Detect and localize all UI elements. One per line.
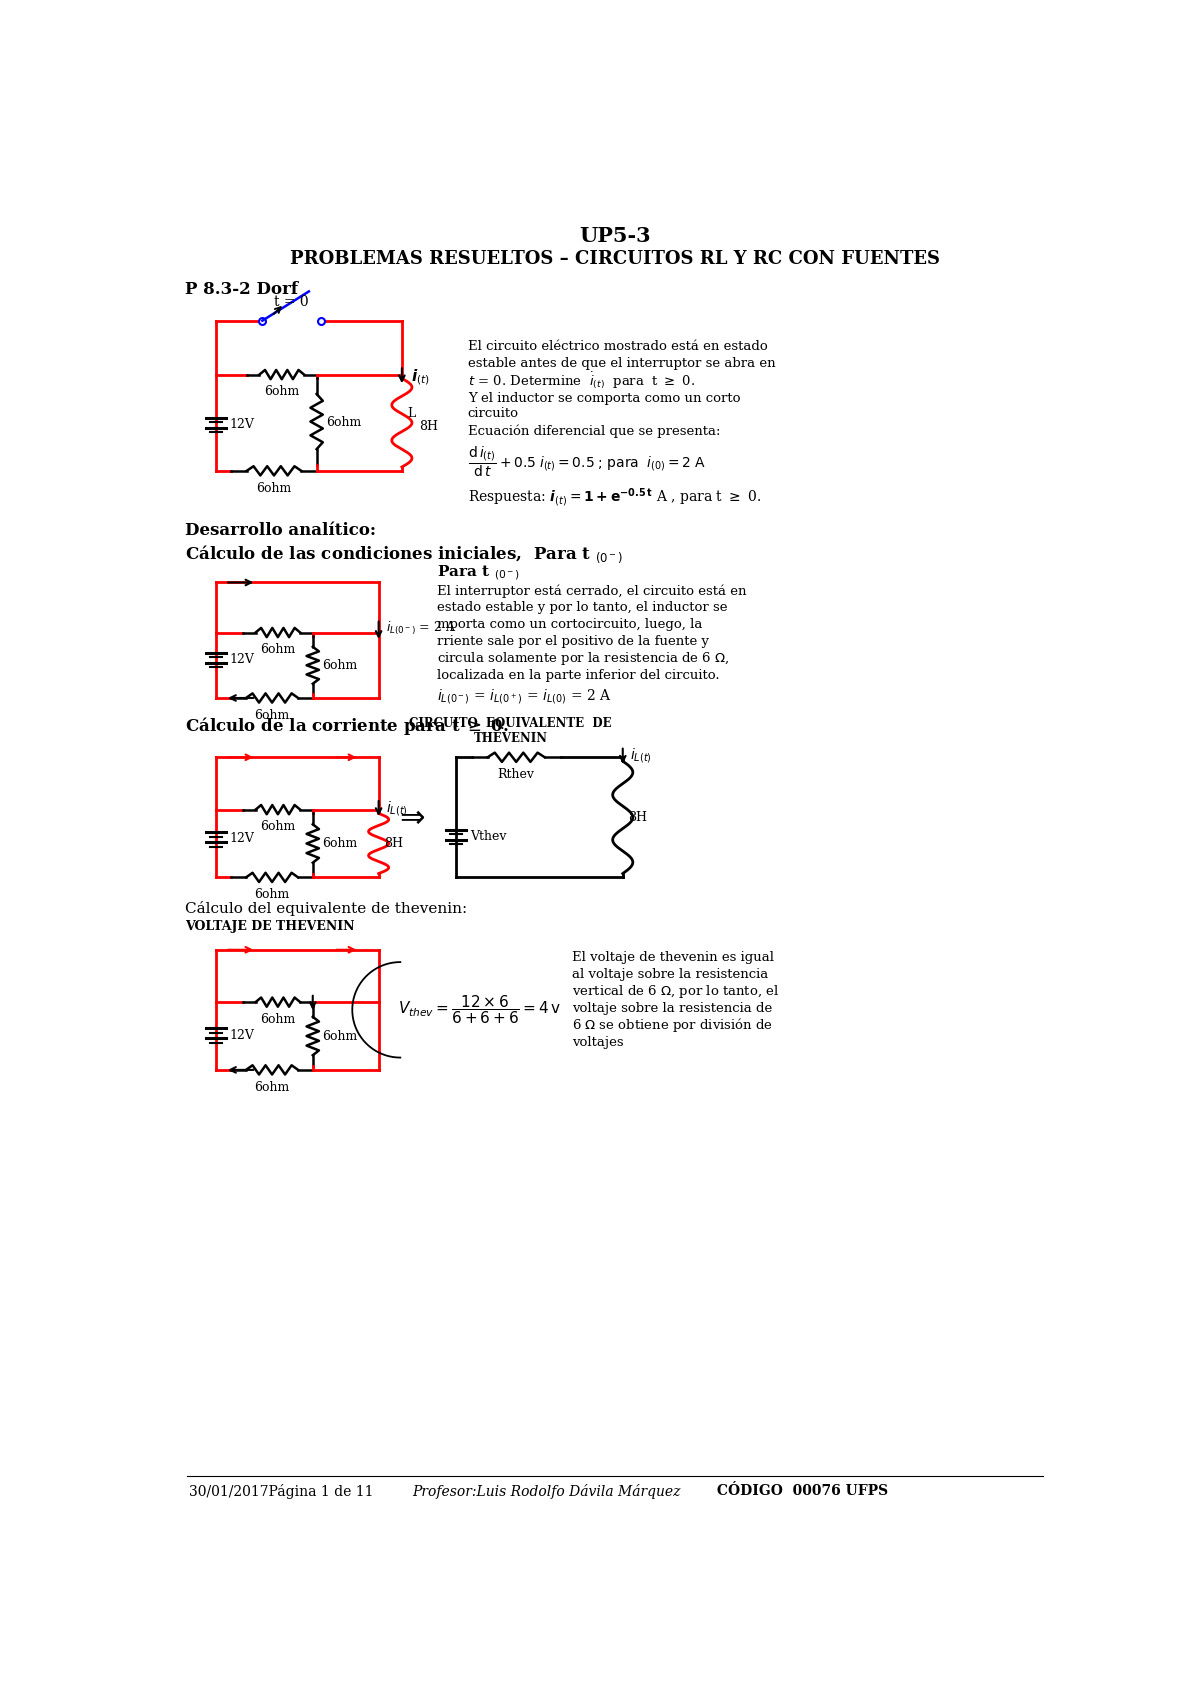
Text: 6ohm: 6ohm [254, 709, 289, 721]
Text: 12V: 12V [230, 417, 254, 431]
Text: Profesor:Luis Rodolfo Dávila Márquez: Profesor:Luis Rodolfo Dávila Márquez [412, 1483, 680, 1498]
Text: 6ohm: 6ohm [260, 820, 295, 833]
Text: $V_{thev} = \dfrac{12\times6}{6+6+6} = 4\,\mathrm{v}$: $V_{thev} = \dfrac{12\times6}{6+6+6} = 4… [398, 993, 562, 1027]
Text: CÓDIGO  00076 UFPS: CÓDIGO 00076 UFPS [712, 1485, 888, 1498]
Text: THEVENIN: THEVENIN [473, 733, 547, 745]
Text: 6 $\Omega$ se obtiene por división de: 6 $\Omega$ se obtiene por división de [572, 1017, 774, 1033]
Text: $\Rightarrow$: $\Rightarrow$ [394, 803, 426, 832]
Text: 30/01/2017Página 1 de 11: 30/01/2017Página 1 de 11 [188, 1483, 378, 1498]
Text: circula solamente por la resistencia de 6 $\Omega$,: circula solamente por la resistencia de … [437, 650, 730, 667]
Text: Para t $_{(0^-)}$: Para t $_{(0^-)}$ [437, 563, 520, 582]
Text: 8H: 8H [628, 811, 647, 823]
Text: 6ohm: 6ohm [257, 482, 292, 494]
Text: 6ohm: 6ohm [322, 1030, 358, 1042]
Text: CIRCUITO  EQUIVALENTE  DE: CIRCUITO EQUIVALENTE DE [409, 716, 612, 730]
Text: 6ohm: 6ohm [322, 658, 358, 672]
Text: 6ohm: 6ohm [326, 416, 361, 429]
Text: voltajes: voltajes [572, 1035, 624, 1049]
Text: $i_{L(t)}$: $i_{L(t)}$ [386, 799, 408, 818]
Text: 8H: 8H [419, 421, 438, 433]
Text: 12V: 12V [230, 833, 254, 845]
Text: 12V: 12V [230, 1028, 254, 1042]
Text: Y el inductor se comporta como un corto: Y el inductor se comporta como un corto [468, 392, 740, 406]
Text: 6ohm: 6ohm [264, 385, 299, 399]
Text: t = 0: t = 0 [274, 295, 308, 309]
Text: Ecuación diferencial que se presenta:: Ecuación diferencial que se presenta: [468, 424, 720, 438]
Text: Vthev: Vthev [470, 830, 506, 843]
Text: Cálculo de la corriente para t $\geq$ 0.: Cálculo de la corriente para t $\geq$ 0. [185, 716, 509, 738]
Text: $t$ = 0. Determine  $\dot{i}_{(t)}$  para  t $\geq$ 0.: $t$ = 0. Determine $\dot{i}_{(t)}$ para … [468, 370, 695, 390]
Text: UP5-3: UP5-3 [580, 226, 650, 246]
Text: Cálculo del equivalente de thevenin:: Cálculo del equivalente de thevenin: [185, 901, 467, 916]
Text: Cálculo de las condiciones iniciales,  Para t $_{(0^-)}$: Cálculo de las condiciones iniciales, Pa… [185, 543, 623, 565]
Text: $i_{L(0^-)}$ = $i_{L(0^+)}$ = $i_{L(0)}$ = 2 A: $i_{L(0^-)}$ = $i_{L(0^+)}$ = $i_{L(0)}$… [437, 687, 611, 706]
Text: circuito: circuito [468, 407, 518, 421]
Text: $i_{L(0^-)}$ = 2 A: $i_{L(0^-)}$ = 2 A [386, 619, 457, 638]
Text: $i_{L(t)}$: $i_{L(t)}$ [630, 747, 653, 765]
Text: 12V: 12V [230, 653, 254, 665]
Text: El voltaje de thevenin es igual: El voltaje de thevenin es igual [572, 950, 774, 964]
Text: L: L [407, 407, 415, 419]
Text: 6ohm: 6ohm [254, 1081, 289, 1093]
Text: vertical de 6 $\Omega$, por lo tanto, el: vertical de 6 $\Omega$, por lo tanto, el [572, 983, 780, 1000]
Text: Respuesta: $\boldsymbol{i}_{(t)} = \mathbf{1 + e^{-0.5\,t}}$ A , para t $\geq$ 0: Respuesta: $\boldsymbol{i}_{(t)} = \math… [468, 487, 761, 509]
Text: 6ohm: 6ohm [322, 837, 358, 850]
Text: mporta como un cortocircuito, luego, la: mporta como un cortocircuito, luego, la [437, 618, 702, 631]
Text: al voltaje sobre la resistencia: al voltaje sobre la resistencia [572, 967, 769, 981]
Text: estado estable y por lo tanto, el inductor se: estado estable y por lo tanto, el induct… [437, 601, 727, 614]
Text: PROBLEMAS RESUELTOS – CIRCUITOS RL Y RC CON FUENTES: PROBLEMAS RESUELTOS – CIRCUITOS RL Y RC … [290, 249, 940, 268]
Text: Rthev: Rthev [497, 769, 534, 781]
Text: El circuito eléctrico mostrado está en estado: El circuito eléctrico mostrado está en e… [468, 339, 768, 353]
Text: P 8.3-2 Dorf: P 8.3-2 Dorf [185, 282, 298, 299]
Text: localizada en la parte inferior del circuito.: localizada en la parte inferior del circ… [437, 669, 719, 682]
Text: $\dfrac{\mathrm{d}\,i_{(t)}}{\mathrm{d}\,t} + 0.5\;i_{(t)} = 0.5\;$; para $\;i_{: $\dfrac{\mathrm{d}\,i_{(t)}}{\mathrm{d}\… [468, 445, 706, 479]
Text: voltaje sobre la resistencia de: voltaje sobre la resistencia de [572, 1001, 773, 1015]
Text: 6ohm: 6ohm [254, 888, 289, 901]
Text: El interruptor está cerrado, el circuito está en: El interruptor está cerrado, el circuito… [437, 584, 746, 597]
Text: 6ohm: 6ohm [260, 643, 295, 657]
Text: VOLTAJE DE THEVENIN: VOLTAJE DE THEVENIN [185, 920, 354, 933]
Text: rriente sale por el positivo de la fuente y: rriente sale por el positivo de la fuent… [437, 635, 709, 648]
Text: 8H: 8H [384, 837, 403, 850]
Text: $\boldsymbol{i}_{(t)}$: $\boldsymbol{i}_{(t)}$ [412, 367, 430, 387]
Text: estable antes de que el interruptor se abra en: estable antes de que el interruptor se a… [468, 356, 775, 370]
Text: 6ohm: 6ohm [260, 1013, 295, 1027]
Text: Desarrollo analítico:: Desarrollo analítico: [185, 523, 376, 540]
